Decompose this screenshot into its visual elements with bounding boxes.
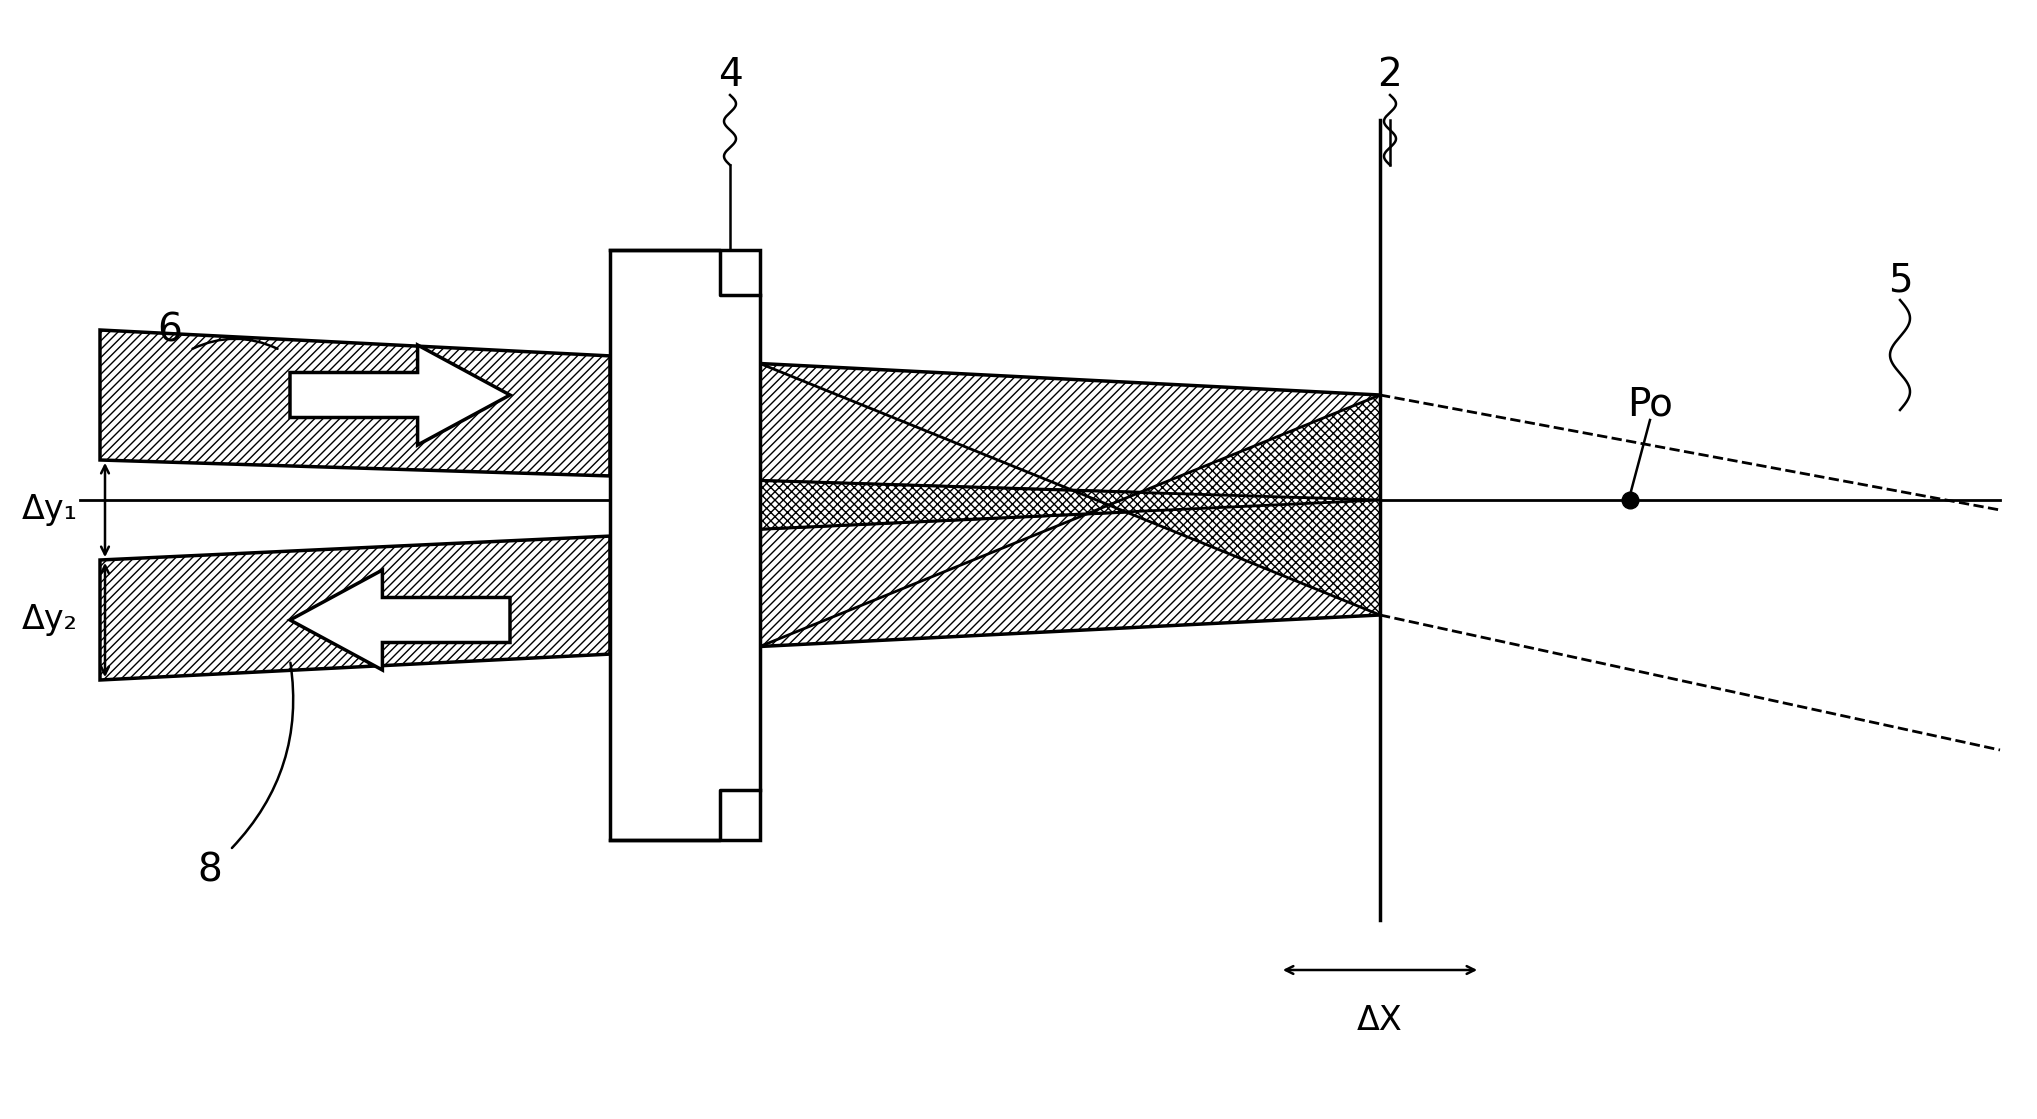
Text: Δy₂: Δy₂ [22,603,77,637]
FancyArrowPatch shape [194,339,277,349]
Polygon shape [760,481,1379,529]
Bar [609,250,760,840]
Polygon shape [1108,395,1379,615]
Polygon shape [289,345,509,445]
Polygon shape [760,364,1379,500]
Polygon shape [760,500,1379,647]
Text: 8: 8 [198,852,222,888]
Text: 2: 2 [1377,56,1401,94]
Text: 6: 6 [157,311,183,349]
Text: ΔX: ΔX [1357,1004,1403,1036]
Text: Δy₁: Δy₁ [22,493,77,527]
Polygon shape [100,536,609,680]
FancyArrowPatch shape [232,662,293,848]
Polygon shape [100,330,609,476]
Text: Po: Po [1628,386,1672,424]
Polygon shape [289,570,509,670]
Text: 5: 5 [1888,261,1913,299]
Text: 4: 4 [717,56,741,94]
